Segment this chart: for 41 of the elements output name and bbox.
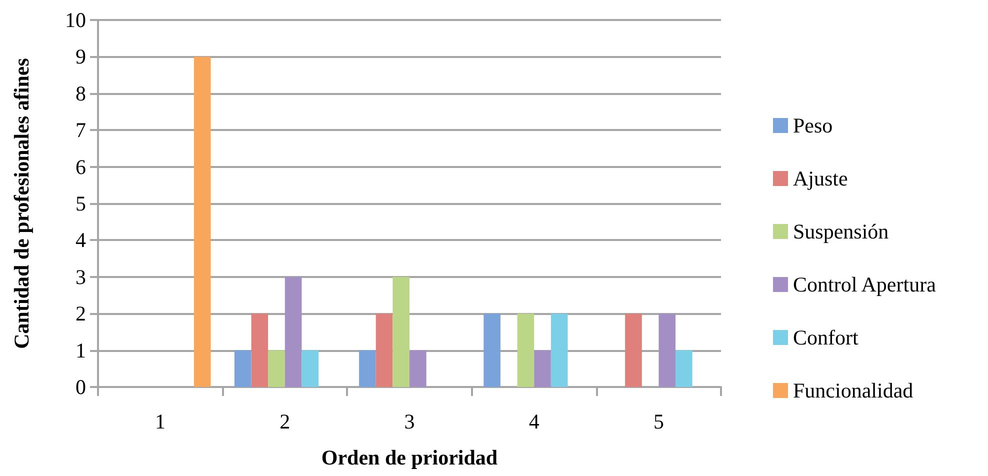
x-tick-label: 4: [528, 410, 540, 434]
bar: [625, 314, 642, 387]
y-tick-label: 6: [76, 154, 86, 179]
bar: [268, 350, 285, 387]
y-tick-label: 1: [76, 338, 86, 362]
bar: [392, 276, 410, 387]
legend-label: Control Apertura: [793, 272, 937, 296]
bar: [302, 350, 319, 387]
x-axis-title: Orden de prioridad: [321, 446, 498, 470]
x-tick-label: 1: [155, 410, 166, 434]
y-tick-label: 4: [76, 228, 86, 252]
y-tick-label: 5: [76, 192, 86, 216]
bar: [658, 314, 676, 387]
y-tick-label: 3: [76, 264, 86, 289]
y-axis-title: Cantidad de profesionales afines: [10, 58, 34, 349]
y-tick-label: 2: [76, 302, 86, 326]
bar: [359, 350, 376, 387]
legend-label: Peso: [793, 114, 833, 138]
bar: [676, 350, 692, 387]
y-tick-label: 0: [76, 375, 86, 399]
x-tick-label: 3: [404, 410, 415, 434]
bar: [484, 314, 500, 387]
bar: [251, 314, 268, 387]
bar: [284, 276, 302, 387]
y-tick-label: 9: [76, 44, 86, 69]
bar: [410, 350, 426, 387]
y-tick-label: 7: [76, 118, 86, 142]
y-tick-label: 10: [65, 8, 86, 32]
bar: [376, 314, 393, 387]
bar: [517, 314, 534, 387]
legend-label: Funcionalidad: [793, 378, 914, 402]
x-tick-label: 5: [653, 410, 664, 434]
y-tick-label: 8: [76, 81, 86, 106]
legend-label: Confort: [793, 326, 858, 350]
bar: [194, 56, 211, 387]
bar: [534, 350, 551, 387]
bar: [550, 314, 568, 387]
legend-label: Ajuste: [793, 166, 848, 190]
legend-label: Suspensión: [793, 220, 890, 244]
bar: [234, 350, 252, 387]
x-tick-label: 2: [280, 410, 290, 434]
